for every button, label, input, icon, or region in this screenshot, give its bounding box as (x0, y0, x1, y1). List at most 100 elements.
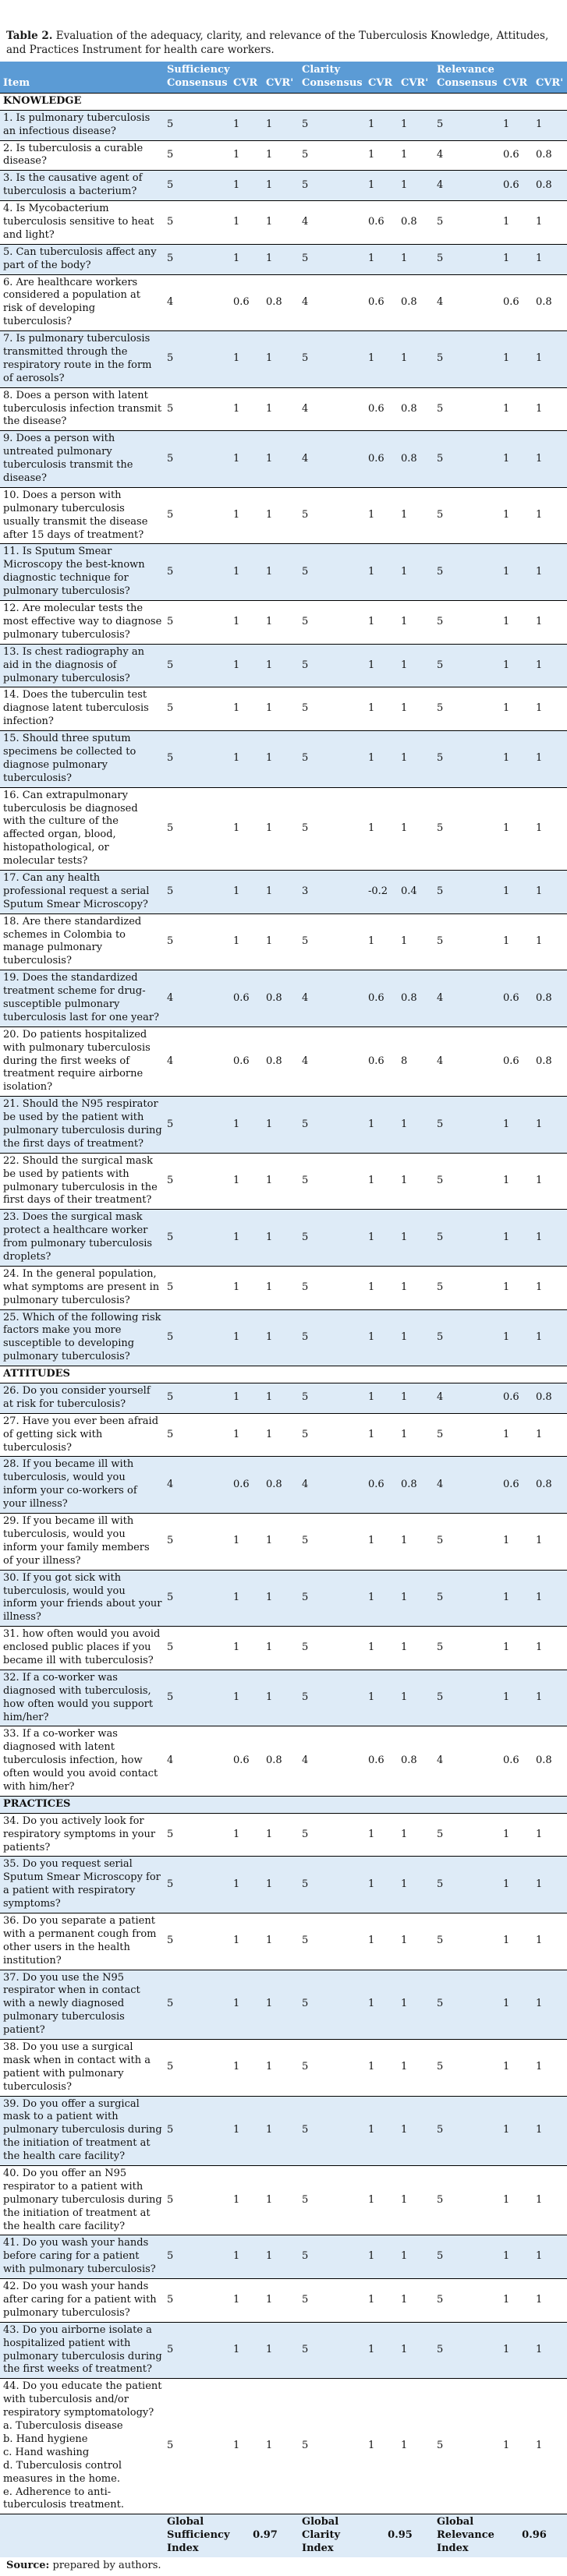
header-relevance-cvr-prime: CVR' (533, 62, 567, 94)
value-cell: 1 (233, 2250, 240, 2263)
value-cell: 1 (401, 1935, 408, 1947)
table-row: 20. Do patients hospitalized with pulmon… (0, 1027, 567, 1096)
table-row: 14. Does the tuberculin test diagnose la… (0, 687, 567, 731)
value-cell: 1 (536, 1591, 543, 1603)
table-body: KNOWLEDGE 1. Is pulmonary tuberculosis an… (0, 93, 567, 2514)
value-cell: 1 (401, 1878, 408, 1890)
value-cell: 1 (503, 822, 510, 834)
value-cell: 1 (503, 402, 510, 415)
value-cell: 5 (437, 702, 444, 715)
value-cell: 1 (233, 659, 240, 671)
value-cell: 5 (167, 118, 174, 131)
value-cell: 4 (167, 1055, 174, 1067)
item-text: 44. Do you educate the patient with tube… (3, 2380, 162, 2511)
value-cell: 5 (167, 1118, 174, 1130)
value-cell: 1 (266, 565, 273, 578)
item-text: 9. Does a person with untreated pulmonar… (3, 433, 133, 485)
value-cell: 5 (437, 452, 444, 465)
value-cell: 1 (401, 565, 408, 578)
value-cell: 5 (302, 659, 309, 671)
value-cell: 1 (266, 1231, 273, 1243)
value-cell: 1 (368, 2294, 375, 2306)
value-cell: 1 (233, 1691, 240, 1704)
item-text: 17. Can any health professional request … (3, 871, 150, 910)
section-row: KNOWLEDGE (0, 93, 567, 110)
value-cell: 5 (437, 2250, 444, 2263)
value-cell: 1 (503, 1231, 510, 1243)
table-row: 21. Should the N95 respirator be used by… (0, 1096, 567, 1154)
value-cell: 4 (437, 1055, 444, 1067)
value-cell: 1 (401, 1391, 408, 1404)
value-cell: 0.8 (266, 1754, 282, 1767)
value-cell: 0.8 (536, 1478, 552, 1490)
value-cell: 1 (233, 1391, 240, 1404)
value-cell: 1 (536, 1118, 543, 1130)
table-row: 31. how often would you avoid enclosed p… (0, 1626, 567, 1670)
value-cell: 1 (233, 2294, 240, 2306)
item-text: 28. If you became ill with tuberculosis,… (3, 1458, 137, 1511)
item-text: 2. Is tuberculosis a curable disease? (3, 142, 144, 168)
value-cell: 1 (503, 2440, 510, 2452)
value-cell: 1 (266, 178, 273, 191)
value-cell: 1 (233, 1535, 240, 1547)
value-cell: 1 (536, 615, 543, 627)
value-cell: 1 (503, 1998, 510, 2010)
item-text: 23. Does the surgical mask protect a hea… (3, 1211, 153, 1263)
table-row: 41. Do you wash your hands before caring… (0, 2235, 567, 2279)
value-cell: 1 (233, 148, 240, 161)
table-row: 10. Does a person with pulmonary tubercu… (0, 487, 567, 544)
value-cell: 1 (368, 2124, 375, 2136)
table-row: 13. Is chest radiography an aid in the d… (0, 644, 567, 687)
value-cell: 5 (302, 1878, 309, 1890)
value-cell: 0.6 (368, 1478, 384, 1490)
value-cell: 4 (302, 991, 309, 1004)
table-row: 19. Does the standardized treatment sche… (0, 970, 567, 1027)
value-cell: 1 (266, 2124, 273, 2136)
value-cell: 5 (167, 2294, 174, 2306)
value-cell: 5 (437, 2294, 444, 2306)
global-row-spacer (0, 2514, 164, 2557)
value-cell: 5 (167, 452, 174, 465)
source-label: Source: (6, 2559, 50, 2571)
value-cell: 1 (503, 1535, 510, 1547)
value-cell: 0.6 (368, 991, 384, 1004)
value-cell: 5 (167, 2124, 174, 2136)
header-relevance-cvr: CVR (500, 62, 533, 94)
value-cell: 1 (503, 216, 510, 228)
value-cell: 1 (536, 1231, 543, 1243)
value-cell: 1 (368, 1691, 375, 1704)
table-title-text: Evaluation of the adequacy, clarity, and… (6, 30, 549, 56)
value-cell: 1 (233, 885, 240, 897)
value-cell: 5 (167, 1535, 174, 1547)
header-item: Item (0, 62, 164, 94)
value-cell: 1 (266, 402, 273, 415)
global-sufficiency-value: 0.97 (253, 2529, 278, 2542)
value-cell: 5 (437, 1828, 444, 1840)
value-cell: 0.6 (503, 148, 519, 161)
value-cell: 0.8 (536, 1055, 552, 1067)
value-cell: 1 (503, 452, 510, 465)
source-text: prepared by authors. (49, 2559, 161, 2571)
value-cell: 5 (167, 2344, 174, 2356)
section-label: ATTITUDES (3, 1368, 70, 1380)
item-text: 20. Do patients hospitalized with pulmon… (3, 1028, 151, 1094)
value-cell: 1 (536, 216, 543, 228)
table-row: 7. Is pulmonary tuberculosis transmitted… (0, 330, 567, 388)
value-cell: 1 (368, 1998, 375, 2010)
value-cell: 1 (368, 822, 375, 834)
value-cell: 5 (167, 2250, 174, 2263)
table-row: 36. Do you separate a patient with a per… (0, 1913, 567, 1970)
value-cell: 4 (302, 402, 309, 415)
value-cell: 5 (437, 822, 444, 834)
value-cell: 1 (233, 118, 240, 131)
value-cell: 1 (401, 1641, 408, 1654)
item-text: 3. Is the causative agent of tuberculosi… (3, 172, 143, 198)
value-cell: 1 (536, 1281, 543, 1293)
value-cell: 1 (266, 752, 273, 765)
item-text: 22. Should the surgical mask be used by … (3, 1154, 158, 1207)
value-cell: 1 (368, 1118, 375, 1130)
value-cell: 0.8 (401, 402, 417, 415)
value-cell: 5 (437, 2440, 444, 2452)
value-cell: 1 (536, 402, 543, 415)
value-cell: 4 (167, 1478, 174, 1490)
